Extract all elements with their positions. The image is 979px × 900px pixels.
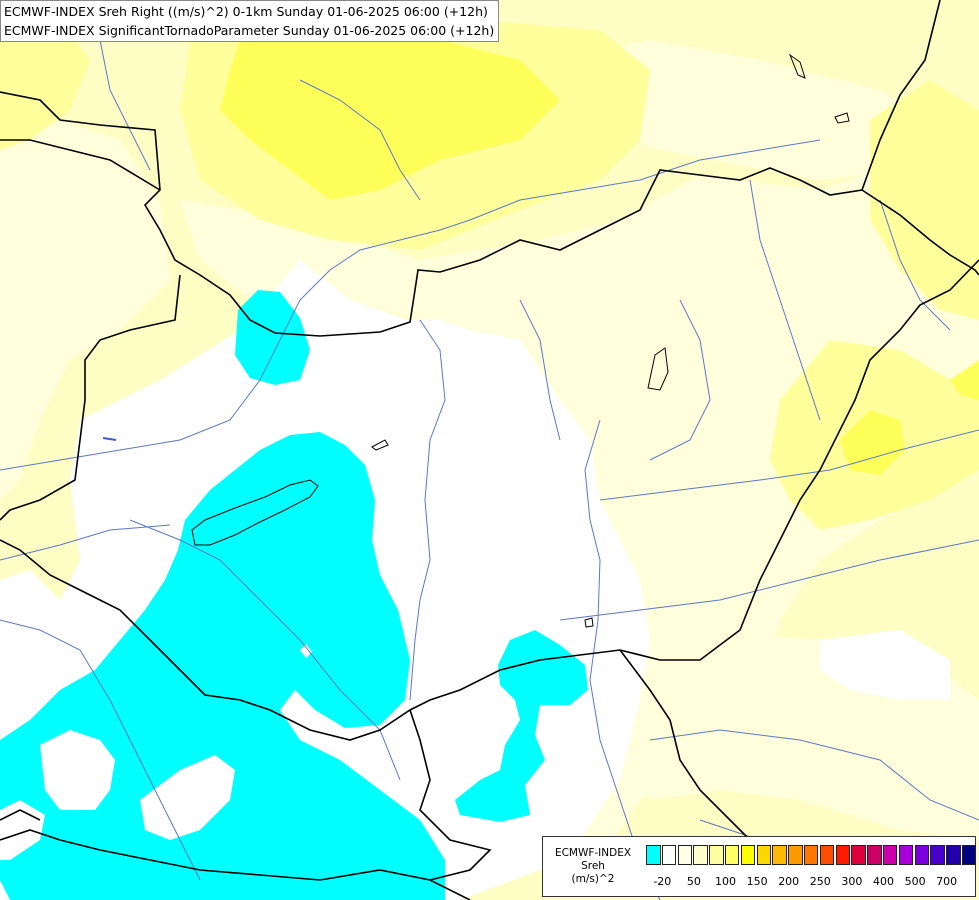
legend-swatch <box>835 845 851 865</box>
legend-unit: (m/s)^2 <box>571 873 615 885</box>
legend-swatch <box>851 845 866 865</box>
legend-swatch <box>819 845 835 865</box>
legend-variable: Sreh <box>581 860 605 872</box>
legend-swatch <box>756 845 772 865</box>
legend-tick-label: 150 <box>746 875 768 888</box>
legend-swatch <box>930 845 945 865</box>
legend-swatch <box>882 845 898 865</box>
legend-swatch <box>646 845 661 865</box>
cyan-region-main <box>0 432 445 900</box>
legend-swatches <box>646 845 978 865</box>
lake-small-3 <box>788 53 806 79</box>
legend-swatch <box>803 845 819 865</box>
mid-yellow-region-nw <box>0 20 90 150</box>
rivers <box>0 39 979 900</box>
pale-yellow-region <box>180 170 979 860</box>
legend-swatch <box>772 845 787 865</box>
white-region-se <box>820 630 950 700</box>
bright-yellow-region-east <box>840 410 905 475</box>
map-title-line-2: ECMWF-INDEX SignificantTornadoParameter … <box>4 23 495 38</box>
lake-small-1 <box>371 439 389 451</box>
map-title-box: ECMWF-INDEX Sreh Right ((m/s)^2) 0-1km S… <box>0 0 500 42</box>
cyan-region-south <box>455 630 588 822</box>
legend-swatch <box>709 845 724 865</box>
legend-swatch <box>914 845 930 865</box>
legend-tick-label: 500 <box>904 875 926 888</box>
legend-tick-label: 50 <box>686 875 701 888</box>
legend-swatch <box>961 845 977 865</box>
legend-tick-label: -20 <box>653 875 672 888</box>
legend-title: ECMWF-INDEX <box>554 847 632 859</box>
legend-ticks: -20 50 100 150 200 250 300 400 500 700 <box>646 875 976 889</box>
lake-small-5 <box>647 347 669 391</box>
legend-swatch <box>661 845 677 865</box>
legend-swatch <box>867 845 882 865</box>
legend-tick-label: 100 <box>715 875 736 888</box>
lake-small-4 <box>584 617 594 628</box>
white-hole-3 <box>140 755 235 840</box>
bright-yellow-region-north <box>220 20 560 200</box>
legend-swatch <box>946 845 961 865</box>
color-legend: ECMWF-INDEX Sreh (m/s)^2 -20 50 100 150 200 2… <box>542 836 978 897</box>
legend-swatch <box>677 845 693 865</box>
legend-swatch <box>693 845 708 865</box>
bright-yellow-region-ne-corner <box>950 360 979 400</box>
legend-tick-label: 400 <box>873 875 894 888</box>
lake-balaton <box>191 479 319 546</box>
legend-tick-label: 700 <box>936 875 958 888</box>
white-hole-1 <box>300 644 312 658</box>
pale-yellow-region-north <box>560 40 930 180</box>
cyan-region-northwest <box>235 290 310 385</box>
legend-swatch <box>724 845 740 865</box>
legend-tick-label: 250 <box>809 875 831 888</box>
pale-yellow-region-west <box>0 120 170 500</box>
lake-small-2 <box>834 112 850 124</box>
map-title-line-1: ECMWF-INDEX Sreh Right ((m/s)^2) 0-1km S… <box>4 4 488 19</box>
legend-tick-label: 200 <box>778 875 800 888</box>
white-hole-2 <box>40 730 115 810</box>
mid-yellow-region-ne <box>870 80 979 320</box>
legend-swatch <box>740 845 756 865</box>
legend-tick-label: 300 <box>841 875 863 888</box>
legend-swatch <box>788 845 803 865</box>
lake-small-6 <box>102 437 117 441</box>
legend-swatch <box>898 845 914 865</box>
